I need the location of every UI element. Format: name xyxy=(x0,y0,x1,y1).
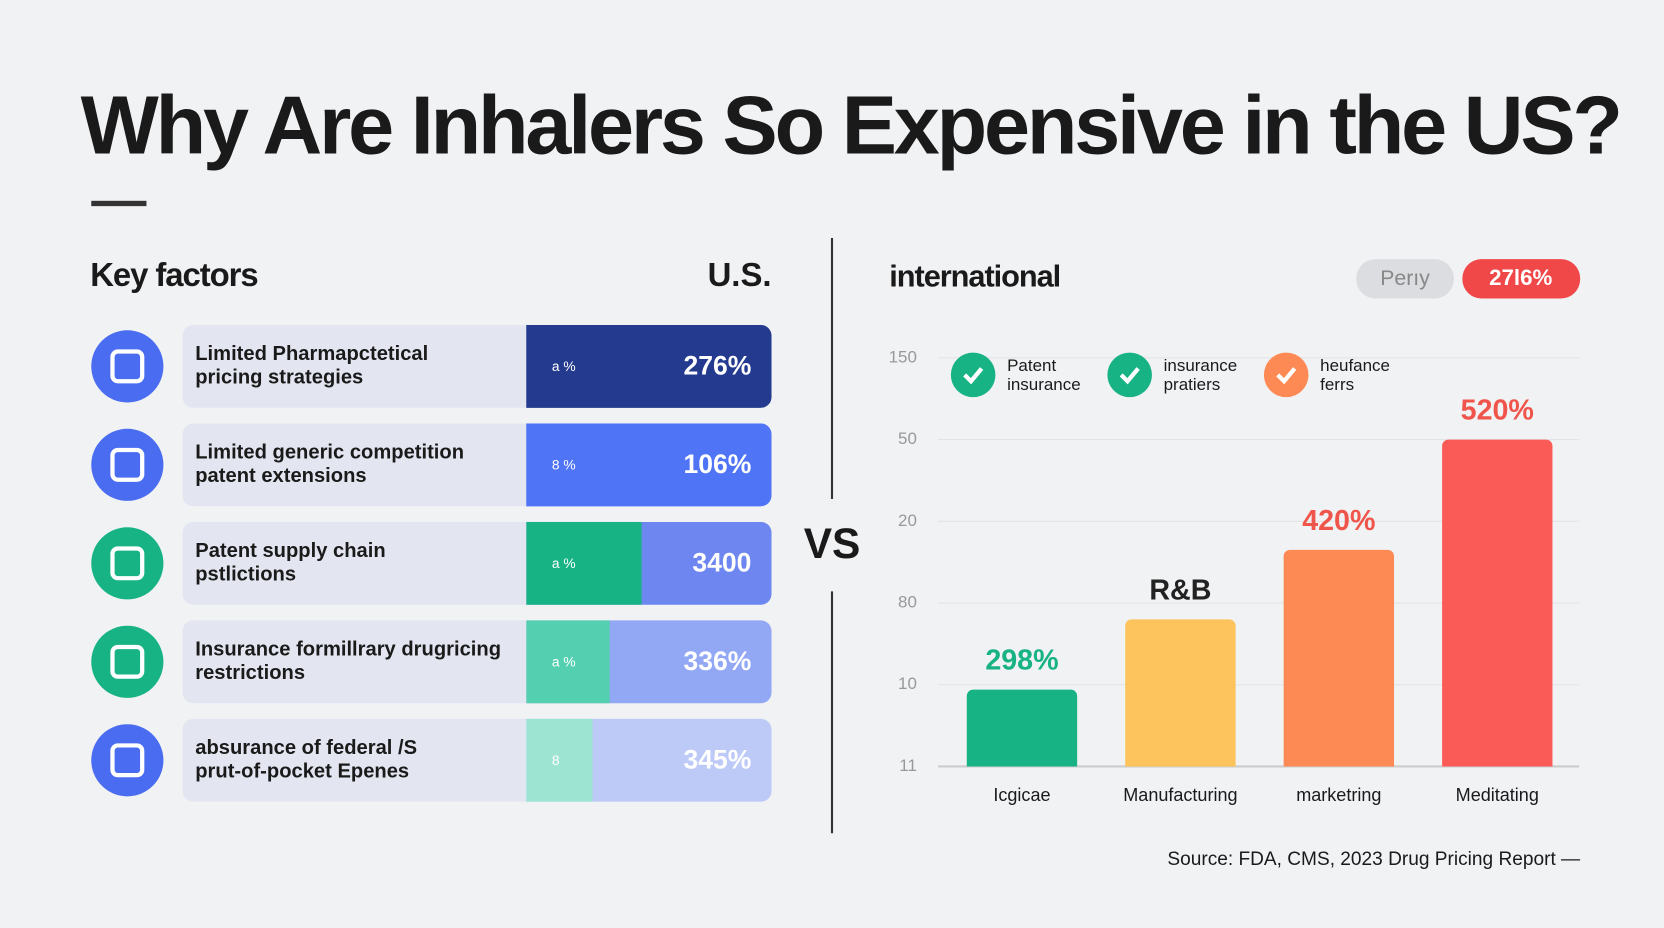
bar xyxy=(966,689,1078,767)
factor-value: 276% xyxy=(684,350,752,380)
legend-label: pratiers xyxy=(1164,375,1221,394)
source: Source: FDA, CMS, 2023 Drug Pricing Repo… xyxy=(1167,849,1581,870)
y-tick-label: 50 xyxy=(898,429,917,448)
factor-text: prut-of-pocket Epenes xyxy=(195,760,409,782)
factor-icon-glyph xyxy=(110,743,145,778)
legend-label: heufance xyxy=(1320,356,1390,375)
bar-annotation: 298% xyxy=(985,645,1058,677)
bar xyxy=(1283,549,1395,767)
vs-label: VS xyxy=(804,520,861,567)
legend-icon xyxy=(1263,352,1309,398)
x-tick-label: Icgicae xyxy=(993,785,1050,805)
factor-text: restrictions xyxy=(195,662,305,684)
x-tick-label: marketring xyxy=(1296,785,1381,805)
y-tick-label: 10 xyxy=(898,674,917,693)
factor-text: Patent supply chain xyxy=(195,540,385,562)
us-heading: U.S. xyxy=(708,256,772,293)
right-heading: international xyxy=(889,258,1060,293)
legend-glyph xyxy=(1276,367,1297,385)
x-tick-label: Meditating xyxy=(1456,785,1539,805)
factor-text: pricing strategies xyxy=(195,366,363,388)
factor-icon-glyph xyxy=(110,349,145,384)
title-underline xyxy=(91,200,147,207)
factor-icon-glyph xyxy=(110,546,145,581)
factor-icon xyxy=(91,428,164,501)
legend-glyph xyxy=(1119,367,1140,385)
factor-value: 3400 xyxy=(692,547,751,577)
factor-tag: a % xyxy=(552,359,576,374)
factor-value: 106% xyxy=(684,449,752,479)
factor-icon-glyph xyxy=(110,447,145,482)
y-tick-label: 20 xyxy=(898,511,917,530)
bar xyxy=(1125,619,1236,767)
factor-bar-part xyxy=(526,718,593,802)
left-heading: Key factors xyxy=(90,256,257,293)
y-tick-label: 11 xyxy=(899,756,917,775)
legend-icon xyxy=(1107,352,1152,398)
factor-text: absurance of federal /S xyxy=(195,737,417,759)
factor-icon xyxy=(91,527,164,600)
factor-bar-part xyxy=(526,620,610,704)
factor-icon xyxy=(91,724,164,797)
y-tick-label: 150 xyxy=(889,347,917,366)
factor-tag: a % xyxy=(552,655,576,670)
legend-label: ferrs xyxy=(1320,375,1354,394)
pill xyxy=(1356,259,1454,299)
legend-icon xyxy=(950,352,996,398)
x-tick-label: Manufacturing xyxy=(1123,785,1237,805)
factor-text: Limited Pharmapctetical xyxy=(195,343,428,365)
factor-text: patent extensions xyxy=(195,465,366,487)
bar-annotation: 520% xyxy=(1461,395,1534,427)
legend-label: Patent xyxy=(1007,356,1056,375)
factor-bar-part xyxy=(526,423,761,507)
factor-tag: 8 xyxy=(552,753,560,768)
pill-label: 27l6% xyxy=(1489,265,1552,290)
factor-text: Limited generic competition xyxy=(195,442,464,464)
factor-text: pstlictions xyxy=(195,563,296,585)
bar-annotation: R&B xyxy=(1149,574,1211,606)
pill xyxy=(1462,259,1581,299)
legend-glyph xyxy=(963,367,984,385)
factor-icon-glyph xyxy=(110,644,145,679)
factor-tag: a % xyxy=(552,556,576,571)
factor-icon xyxy=(91,330,164,403)
factor-value: 336% xyxy=(684,646,752,676)
factor-icon xyxy=(91,625,164,698)
y-tick-label: 80 xyxy=(898,593,917,612)
factor-value: 345% xyxy=(684,744,752,774)
factor-tag: 8 % xyxy=(552,458,576,473)
factor-bar-part xyxy=(526,521,642,605)
factor-text: Insurance formillrary drugricing xyxy=(195,638,501,660)
bar-annotation: 420% xyxy=(1302,505,1375,537)
bar xyxy=(1442,439,1553,767)
pill-label: Perıy xyxy=(1380,267,1430,290)
title: Why Are Inhalers So Expensive in the US? xyxy=(81,79,1620,172)
legend-label: insurance xyxy=(1007,375,1081,394)
legend-label: insurance xyxy=(1164,356,1238,375)
factor-bar-part xyxy=(526,324,761,408)
